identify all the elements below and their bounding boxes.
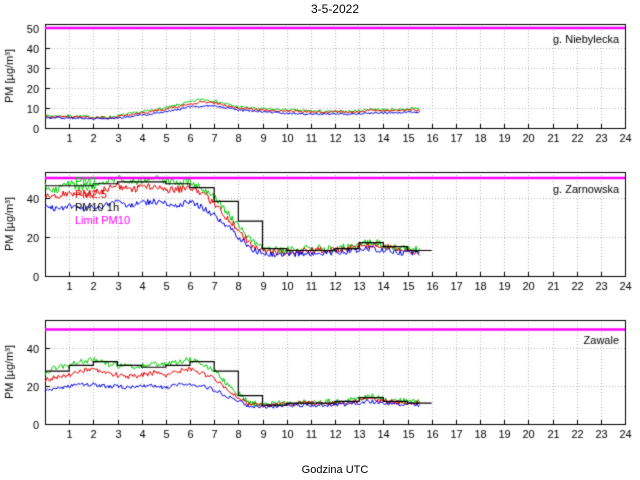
chart-title: 3-5-2022 <box>310 2 360 16</box>
chart-niebylecka <box>0 18 640 166</box>
x-axis-label: Godzina UTC <box>301 464 369 476</box>
chart-zawale <box>0 314 640 462</box>
chart-zarnowska <box>0 166 640 314</box>
